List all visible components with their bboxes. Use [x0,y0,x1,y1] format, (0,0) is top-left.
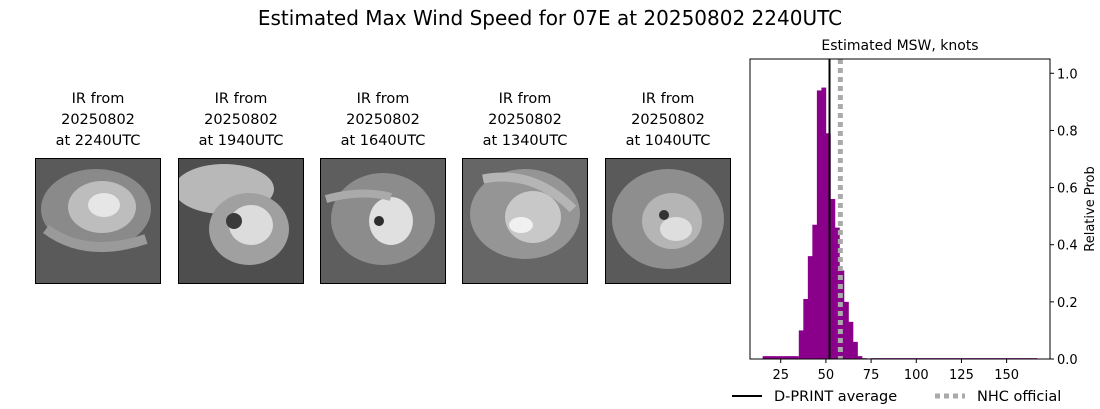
y-tick-label: 0.2 [1057,296,1078,311]
histogram-bar [834,227,840,359]
histogram-bar [767,356,799,359]
histogram-bar [798,330,804,359]
x-tick-label: 75 [863,368,880,383]
histogram-bar [857,356,863,359]
legend: D-PRINT average NHC official [732,389,1061,405]
ir-satellite-image [320,158,446,284]
ir-thumbnail-5: IR from 20250802 at 1040UTC [605,89,731,284]
y-tick-label: 0.4 [1057,239,1078,254]
x-tick-label: 25 [772,368,789,383]
ir-satellite-image [605,158,731,284]
histogram-bar [816,90,822,359]
thumbnail-caption: IR from 20250802 at 1040UTC [625,91,711,149]
y-axis-ticks: 0.0 0.2 0.4 0.6 0.8 1.0 [1050,67,1078,368]
histogram-bar [830,199,836,359]
histogram-bar [821,87,827,360]
histogram-bar [803,299,809,359]
histogram-bar [853,341,858,359]
y-tick-label: 0.6 [1057,182,1078,197]
histogram-bar [825,133,831,359]
thumbnail-caption: IR from 20250802 at 1340UTC [482,91,568,149]
ir-satellite-image [462,158,588,284]
histogram-bar [843,301,849,359]
chart-title: Estimated MSW, knots [821,38,978,54]
figure-title: Estimated Max Wind Speed for 07E at 2025… [257,6,843,30]
thumbnail-caption: IR from 20250802 at 1940UTC [198,91,284,149]
histogram-bars [762,87,1038,360]
histogram-bar [848,321,854,359]
ir-thumbnail-1: IR from 20250802 at 2240UTC [35,89,161,284]
histogram-bar [807,256,813,359]
ir-satellite-image [35,158,161,284]
ir-thumbnail-3: IR from 20250802 at 1640UTC [320,89,446,284]
legend-label: D-PRINT average [774,389,897,405]
plot-frame [749,58,1051,360]
thumbnail-caption: IR from 20250802 at 1640UTC [340,91,426,149]
legend-label: NHC official [977,389,1061,405]
histogram-bar [762,356,768,359]
y-tick-label: 1.0 [1057,67,1078,82]
y-tick-label: 0.0 [1057,353,1078,368]
histogram-bar [812,224,818,359]
reference-lines [828,59,843,359]
x-axis-ticks: 25 50 75 100 125 150 [772,359,1019,383]
x-tick-label: 50 [818,368,835,383]
y-tick-label: 0.8 [1057,124,1078,139]
ir-thumbnail-4: IR from 20250802 at 1340UTC [462,89,588,284]
y-axis-label: Relative Prob [1083,166,1098,251]
x-tick-label: 150 [994,368,1019,383]
ir-thumbnail-2: IR from 20250802 at 1940UTC [178,89,304,284]
x-tick-label: 125 [949,368,974,383]
ir-satellite-image [178,158,304,284]
x-tick-label: 100 [904,368,929,383]
thumbnail-caption: IR from 20250802 at 2240UTC [55,91,141,149]
